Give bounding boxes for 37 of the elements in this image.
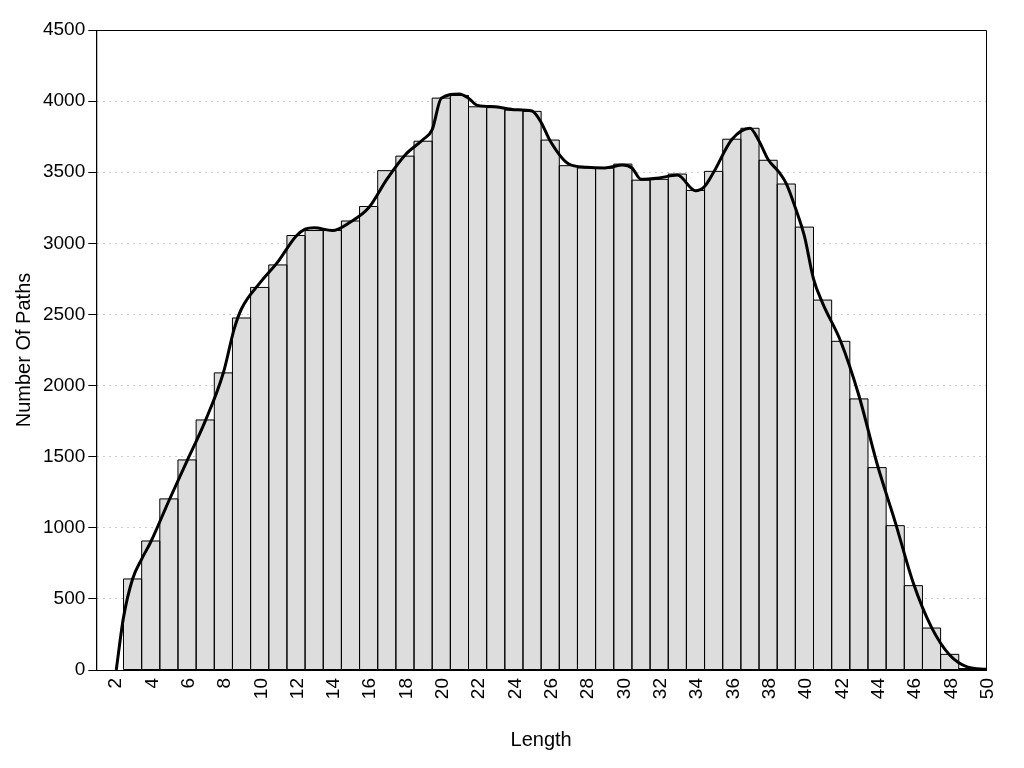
- x-tick-label: 6: [176, 678, 198, 689]
- x-tick-label: 22: [467, 678, 489, 700]
- x-tick-label: 40: [794, 678, 816, 700]
- x-tick-label: 46: [903, 678, 925, 700]
- x-tick-label: 8: [213, 678, 235, 689]
- x-tick-label: 12: [285, 678, 307, 700]
- x-tick-label: 32: [649, 678, 670, 700]
- x-tick-label: 50: [975, 678, 997, 700]
- x-tick-label: 36: [721, 678, 743, 700]
- x-tick-label: 26: [540, 678, 562, 700]
- x-axis-title: Length: [510, 728, 572, 750]
- y-tick-label: 3500: [42, 160, 86, 182]
- x-tick-label: 16: [358, 678, 380, 700]
- y-tick-label: 2000: [42, 373, 86, 395]
- y-tick-label: 4000: [42, 89, 86, 111]
- x-tick-label: 44: [866, 677, 888, 700]
- y-tick-label: 500: [53, 587, 86, 609]
- x-tick-label: 24: [503, 677, 525, 700]
- x-tick-label: 14: [322, 677, 344, 700]
- x-tick-label: 10: [249, 678, 271, 700]
- y-axis-title: Number Of Paths: [11, 272, 34, 428]
- y-tick-label: 1500: [42, 444, 86, 466]
- x-tick-label: 42: [830, 678, 852, 700]
- y-tick-label: 4500: [42, 18, 86, 40]
- x-tick-label: 28: [576, 678, 598, 700]
- x-tick-label: 18: [394, 678, 416, 700]
- y-tick-label: 3000: [42, 231, 86, 253]
- x-tick-label: 4: [140, 677, 162, 689]
- y-tick-label: 0: [74, 658, 86, 680]
- x-tick-label: 34: [685, 677, 707, 700]
- x-tick-label: 2: [104, 678, 126, 689]
- x-tick-label: 38: [757, 678, 779, 700]
- y-tick-label: 2500: [42, 302, 86, 324]
- x-tick-label: 20: [431, 678, 453, 700]
- y-tick-label: 1000: [42, 516, 86, 538]
- x-tick-label: 30: [612, 678, 634, 700]
- x-tick-label: 48: [939, 678, 961, 700]
